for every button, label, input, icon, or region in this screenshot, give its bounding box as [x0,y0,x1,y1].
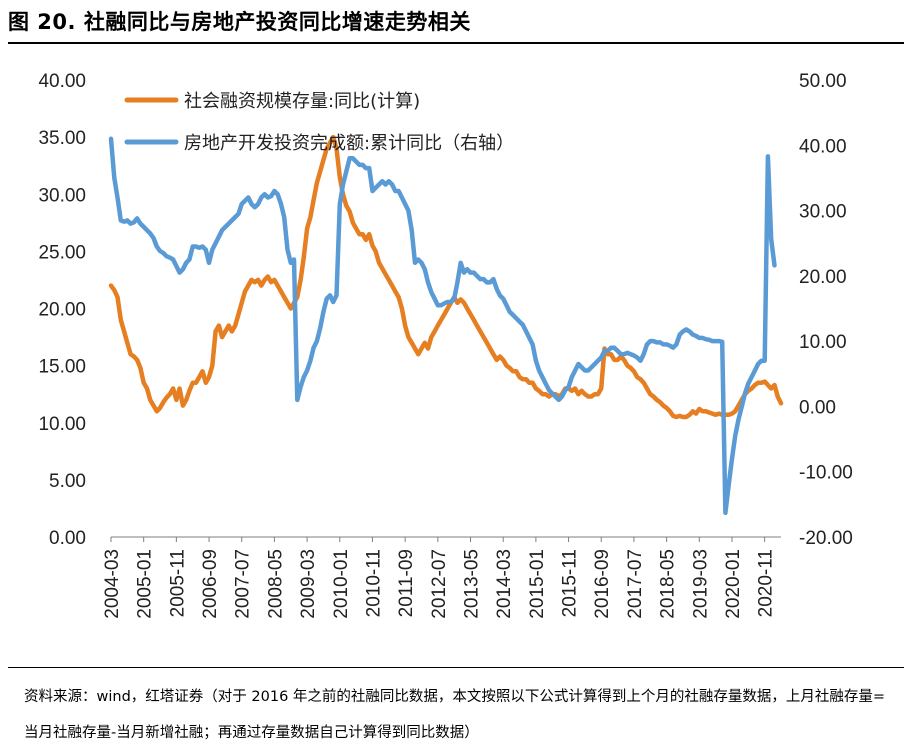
x-tick-label: 2007-07 [233,549,254,619]
title-rule [8,42,904,44]
y-left-tick-label: 15.00 [38,357,86,378]
x-tick-label: 2008-05 [265,549,286,619]
series-lines [108,134,784,516]
y-left-tick-label: 35.00 [38,128,86,149]
x-tick-label: 2005-11 [167,549,188,617]
legend-label: 社会融资规模存量:同比(计算) [184,91,420,112]
x-tick-label: 2014-03 [494,549,515,619]
footer-rule [8,667,904,668]
x-tick-label: 2015-01 [527,549,548,619]
y-right-tick-label: 0.00 [799,397,836,418]
x-tick-label: 2004-03 [102,549,123,619]
y-right-tick-label: -10.00 [799,463,853,484]
y-left-tick-label: 5.00 [49,471,86,492]
x-tick-label: 2018-05 [658,549,679,619]
y-right-tick-label: 10.00 [799,332,847,353]
y-right-tick-label: 50.00 [799,71,847,92]
y-left-tick-label: 40.00 [38,71,86,92]
x-tick-label: 2019-03 [690,549,711,619]
x-tick-label: 2009-03 [298,549,319,619]
source-note: 资料来源：wind，红塔证券（对于 2016 年之前的社融同比数据，本文按照以下… [24,689,886,741]
figure-title: 图 20. 社融同比与房地产投资同比增速走势相关 [8,10,471,34]
series-line-real-estate-investment [108,136,777,516]
x-tick-label: 2015-11 [560,549,581,617]
x-tick-label: 2005-01 [135,549,156,619]
x-tick-label: 2020-11 [756,549,777,617]
x-tick-label: 2013-05 [462,549,483,619]
y-left-tick-label: 10.00 [38,414,86,435]
axes: 2004-03 2005-01 2005-11 2006-09 2007-07 2008-… [38,71,852,619]
y-left-tick-label: 20.00 [38,300,86,321]
y-right-tick-label: 40.00 [799,136,847,157]
y-left-tick-label: 25.00 [38,242,86,263]
legend: 社会融资规模存量:同比(计算) 房地产开发投资完成额:累计同比（右轴） [124,91,514,154]
x-tick-label: 2012-07 [429,549,450,619]
y-right-tick-label: 20.00 [799,267,847,288]
x-tick-label: 2020-01 [723,549,744,619]
y-right-tick-label: -20.00 [799,528,853,549]
y-right-tick-label: 30.00 [799,202,847,223]
x-tick-label: 2017-07 [625,549,646,619]
x-tick-label: 2006-09 [200,549,221,619]
line-chart: 2004-03 2005-01 2005-11 2006-09 2007-07 2008-… [38,71,852,619]
y-left-tick-label: 30.00 [38,185,86,206]
y-left-tick-label: 0.00 [49,528,86,549]
x-tick-label: 2010-01 [331,549,352,619]
legend-label: 房地产开发投资完成额:累计同比（右轴） [184,133,514,154]
x-tick-label: 2016-09 [592,549,613,619]
series-line-social-financing [108,134,784,420]
x-tick-label: 2011-09 [396,549,417,617]
x-tick-label: 2010-11 [363,549,384,617]
